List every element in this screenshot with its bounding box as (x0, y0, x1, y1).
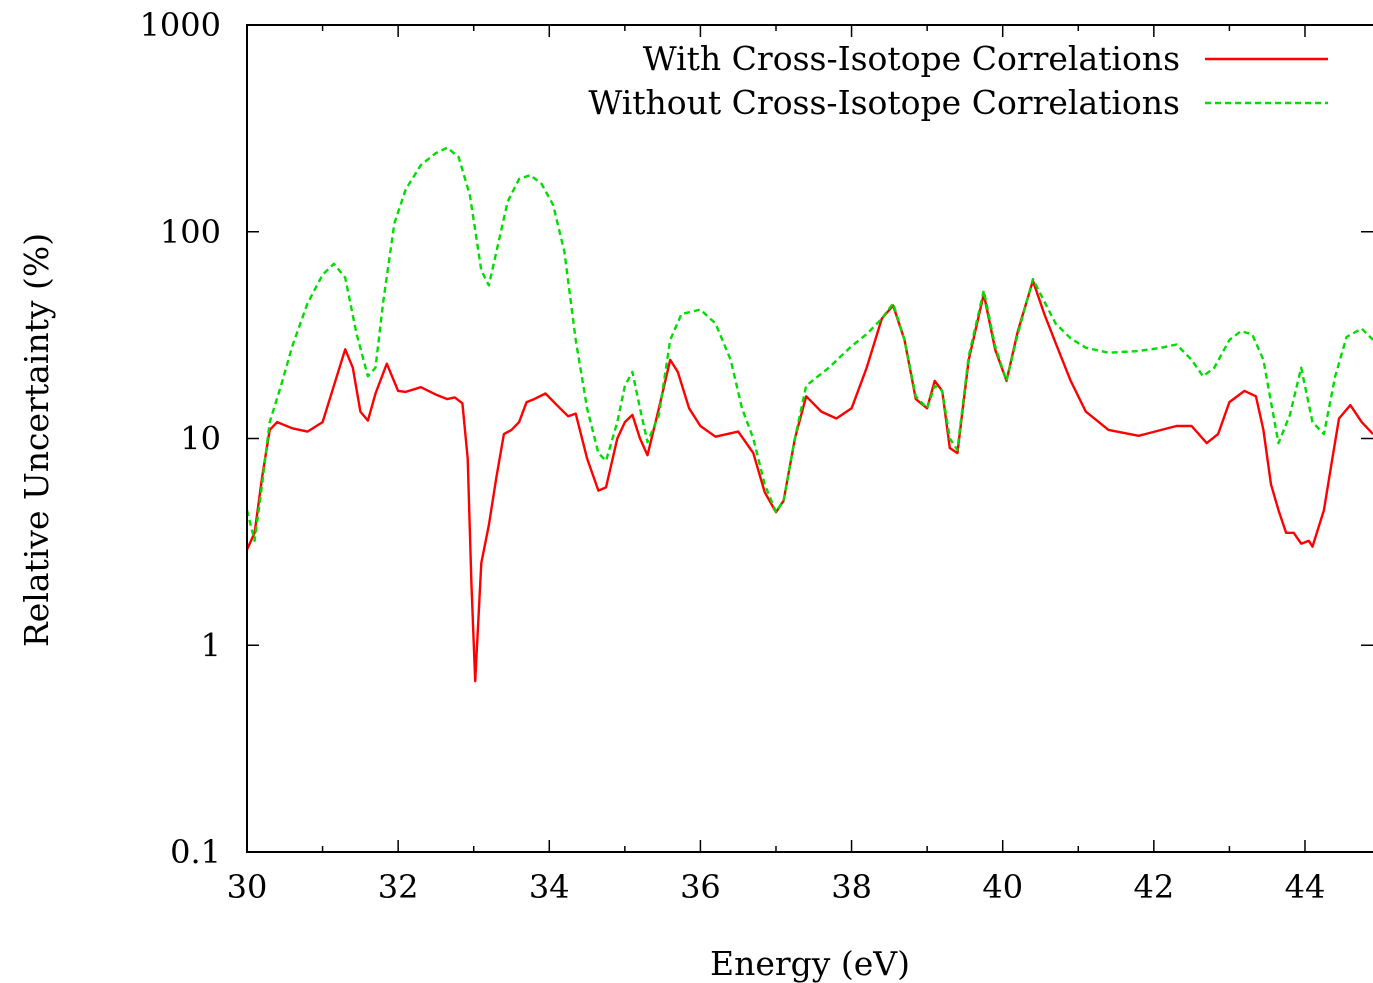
x-tick-label: 44 (1285, 868, 1326, 906)
x-tick-label: 40 (982, 868, 1023, 906)
x-tick-label: 34 (529, 868, 570, 906)
tick-labels-layer: 30 32 34 36 38 40 42 44 0.1 1 10 100 1000 (140, 6, 1326, 906)
x-tick-label: 38 (831, 868, 872, 906)
legend: With Cross-Isotope Correlations Without … (588, 39, 1328, 122)
y-axis-title: Relative Uncertainty (%) (17, 233, 56, 647)
y-tick-label: 10 (180, 420, 221, 458)
y-tick-label: 1 (201, 626, 221, 664)
x-tick-label: 32 (378, 868, 419, 906)
series-line-without (245, 146, 1373, 542)
plot-frame (246, 24, 1373, 853)
x-axis-title: Energy (eV) (710, 944, 910, 983)
series-layer (245, 146, 1373, 683)
y-tick-label: 100 (160, 213, 221, 251)
series-line-with (245, 279, 1373, 683)
y-tick-label: 1000 (140, 6, 221, 44)
x-tick-label: 30 (227, 868, 268, 906)
legend-label-without: Without Cross-Isotope Correlations (588, 83, 1180, 122)
x-tick-label: 42 (1133, 868, 1174, 906)
y-tick-label: 0.1 (170, 833, 221, 871)
legend-label-with: With Cross-Isotope Correlations (643, 39, 1180, 78)
x-tick-label: 36 (680, 868, 721, 906)
